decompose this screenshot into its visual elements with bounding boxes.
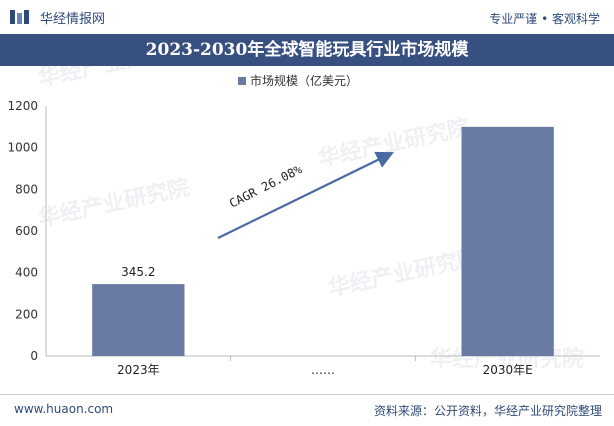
bar xyxy=(461,126,554,356)
x-tick-label: 2030年E xyxy=(483,363,533,377)
y-tick-label: 1200 xyxy=(7,99,38,113)
y-tick-label: 400 xyxy=(15,266,38,280)
y-tick-label: 800 xyxy=(15,182,38,196)
tagline: 专业严谨 • 客观科学 xyxy=(489,12,600,26)
bar-chart: 华经产业研究院 华经产业研究院 华经产业研究院 华经产业研究院 华经产业研究院 … xyxy=(7,66,600,377)
x-tick-label: 2023年 xyxy=(117,363,160,377)
legend-label: 市场规模（亿美元） xyxy=(250,73,358,88)
cagr-annotation: CAGR 26.08% xyxy=(227,162,305,211)
x-tick-labels: 2023年 …… 2030年E xyxy=(117,356,533,377)
svg-text:华经产业研究院: 华经产业研究院 xyxy=(316,114,472,171)
y-tick-label: 600 xyxy=(15,224,38,238)
brand-name: 华经情报网 xyxy=(40,12,106,27)
chart-title: 2023-2030年全球智能玩具行业市场规模 xyxy=(0,34,614,66)
brand-logo-icon xyxy=(10,10,29,24)
bars: 345.2 xyxy=(92,126,554,356)
y-tick-label: 200 xyxy=(15,307,38,321)
svg-text:华经产业研究院: 华经产业研究院 xyxy=(326,244,482,301)
svg-text:华经产业研究院: 华经产业研究院 xyxy=(36,66,192,92)
x-tick-label: …… xyxy=(311,363,335,377)
legend: 市场规模（亿美元） xyxy=(238,73,358,88)
website-url: www.huaon.com xyxy=(14,402,114,416)
footer-divider xyxy=(0,394,614,395)
data-label: 345.2 xyxy=(121,265,155,279)
bar xyxy=(92,284,185,356)
top-bar: 华经情报网 专业严谨 • 客观科学 xyxy=(0,0,614,34)
svg-text:华经产业研究院: 华经产业研究院 xyxy=(36,174,192,231)
data-source: 资料来源：公开资料，华经产业研究院整理 xyxy=(373,404,602,418)
y-tick-label: 1000 xyxy=(7,141,38,155)
y-tick-labels: 0 200 400 600 800 1000 1200 xyxy=(7,99,38,363)
y-tick-label: 0 xyxy=(30,349,38,363)
legend-swatch xyxy=(238,77,246,85)
cagr-arrow xyxy=(217,151,394,239)
